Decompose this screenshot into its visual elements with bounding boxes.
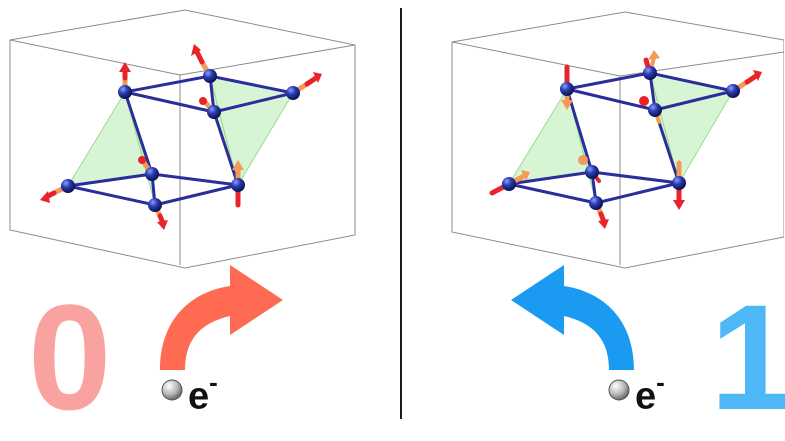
atom [585,165,599,179]
electron-symbol: e [188,375,210,418]
atom [145,167,159,181]
bounding-box [9,9,356,269]
panel-divider [400,8,402,419]
electron-label: e- [188,369,218,418]
electron-charge: - [656,367,665,397]
atom [203,69,217,83]
state-digit-zero: 0 [28,273,111,441]
electron-ball-icon [161,379,183,401]
atom [589,196,603,210]
curved-arrow-left-icon [511,265,634,370]
atom [148,198,162,212]
atom [643,66,657,80]
state-digit-one: 1 [710,273,785,441]
left-panel: 0 e- [0,0,392,432]
atom [231,178,245,192]
curved-arrow-right-icon [160,265,283,370]
right-diagram [451,11,784,401]
atom [560,82,574,96]
atom [648,103,662,117]
atom [672,176,686,190]
bounding-box [451,11,784,269]
spin-arrow [40,183,71,203]
electron-label: e- [635,369,665,418]
atom [61,179,75,193]
atoms [61,69,300,212]
atom [726,84,740,98]
atoms [502,66,740,210]
electron-symbol: e [635,375,657,418]
atom [118,85,132,99]
atom [502,177,516,191]
tetrahedron-right [209,75,294,187]
left-diagram [9,9,356,401]
electron-charge: - [209,367,218,397]
atom [207,105,221,119]
atom [286,86,300,100]
spin-arrows [40,44,322,230]
right-panel: 1 e- [392,0,785,432]
electron-ball-icon [608,379,630,401]
